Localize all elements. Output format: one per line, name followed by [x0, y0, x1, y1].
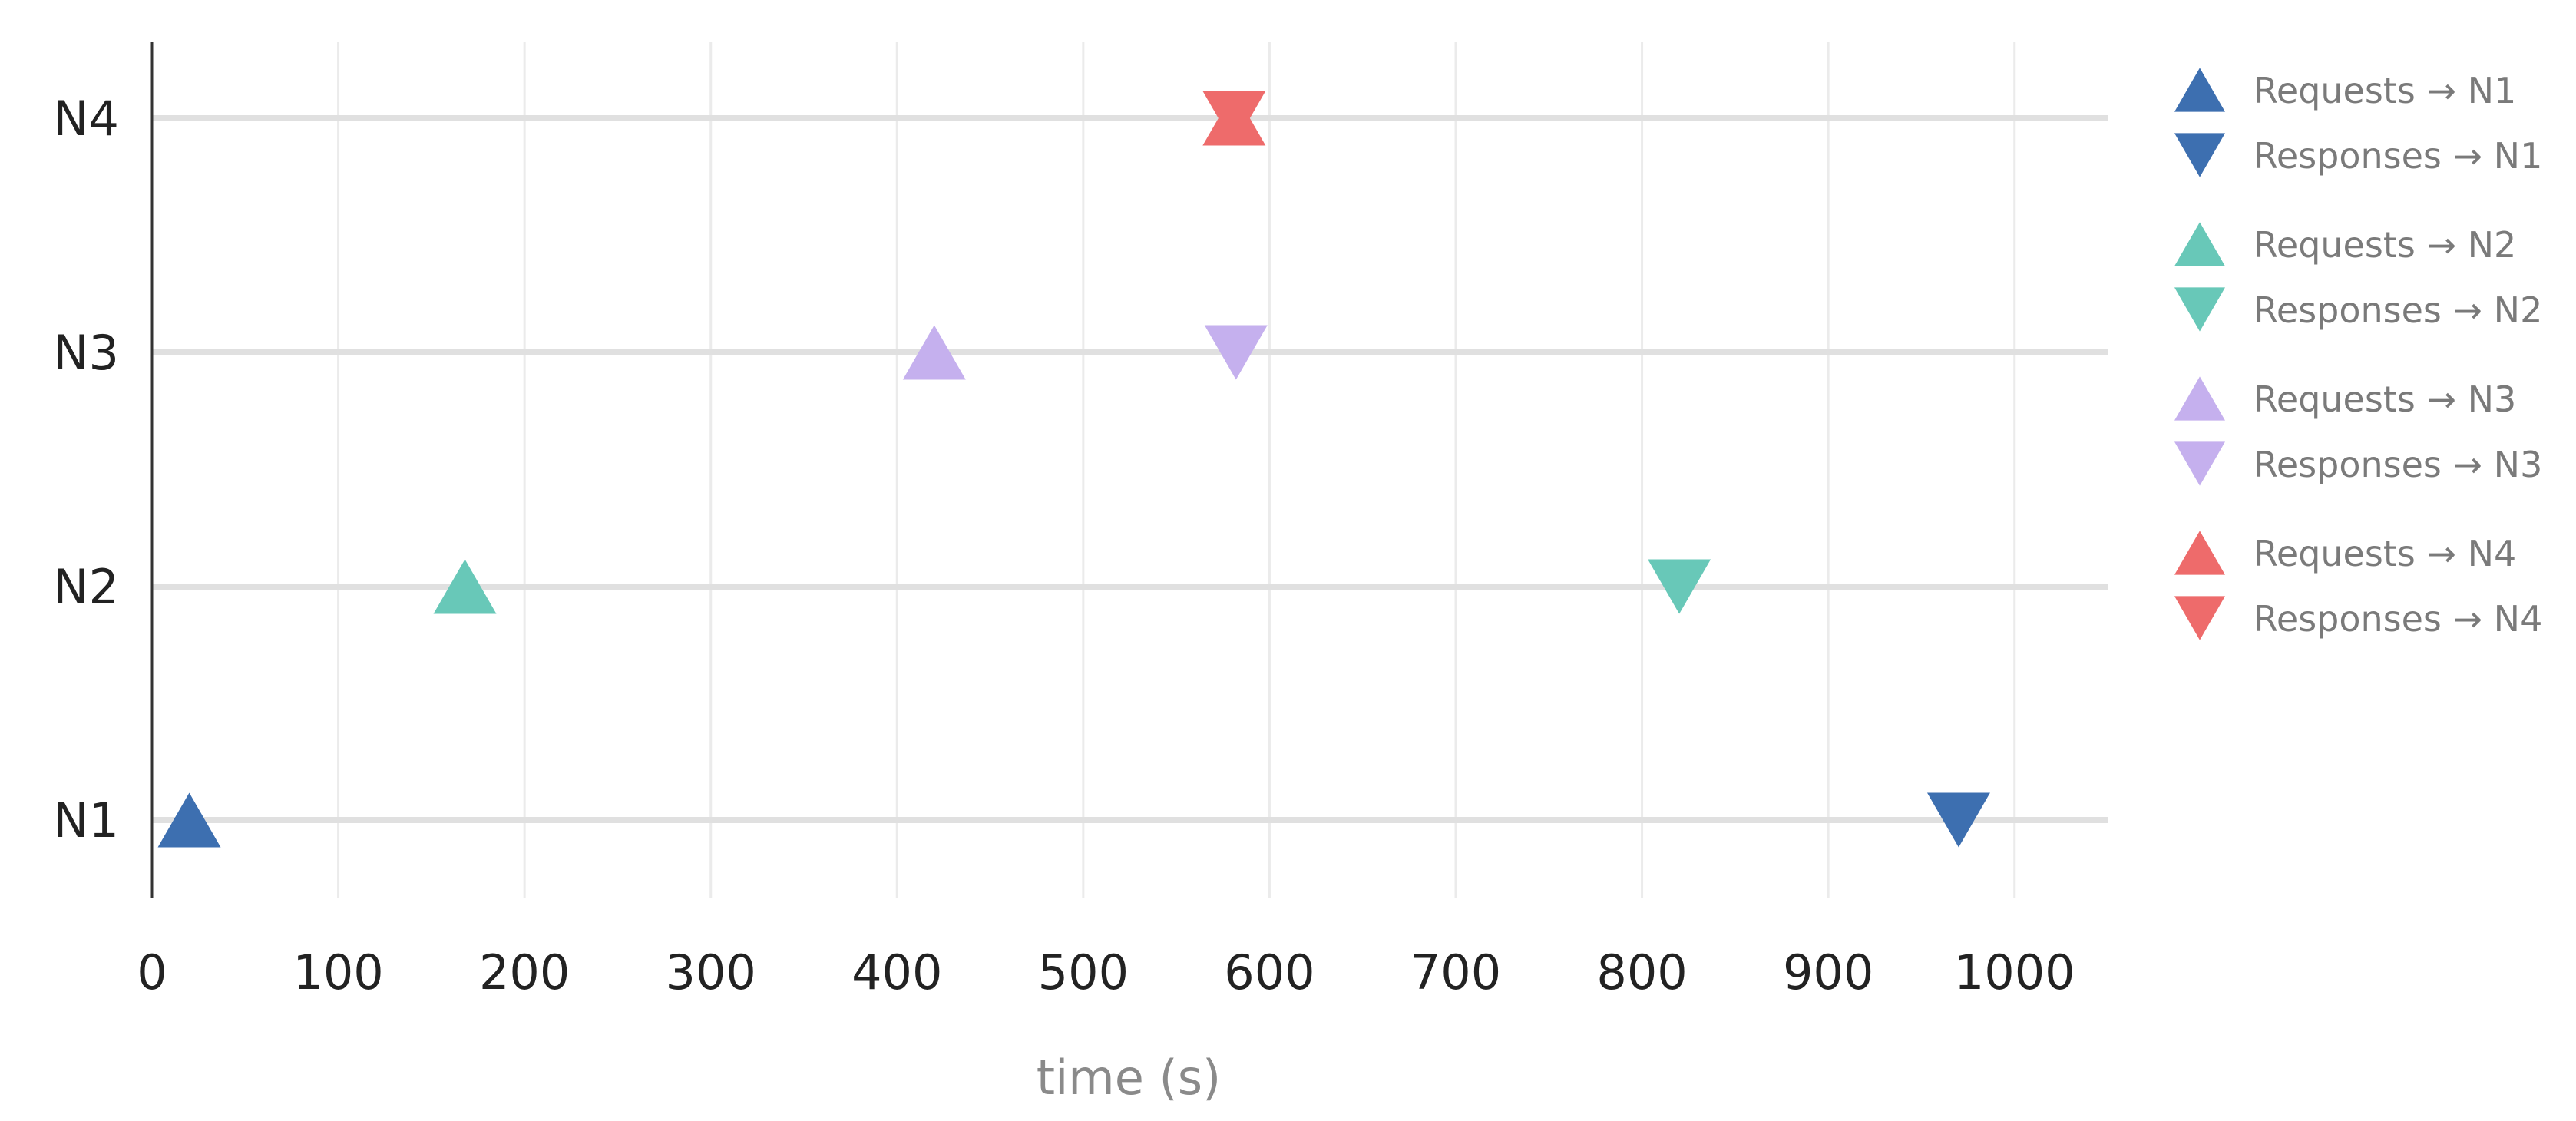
legend-label: Requests → N3	[2254, 379, 2516, 420]
x-tick-label: 600	[1224, 944, 1314, 1000]
legend-label: Requests → N2	[2254, 224, 2516, 266]
legend-item: Requests → N4	[2174, 531, 2516, 575]
legend-item: Responses → N3	[2174, 441, 2542, 486]
y-tick-label: N3	[53, 325, 119, 381]
y-tick-label: N2	[53, 559, 119, 615]
data-markers	[157, 91, 1990, 848]
request-marker-n3	[902, 325, 966, 380]
legend-item: Responses → N2	[2174, 287, 2542, 332]
x-tick-label: 400	[852, 944, 942, 1000]
response-marker-n4	[1202, 91, 1266, 146]
legend-item: Responses → N1	[2174, 133, 2542, 177]
response-marker-n3	[1204, 325, 1268, 380]
legend-item: Requests → N3	[2174, 376, 2516, 421]
response-marker-n2	[1648, 559, 1711, 614]
legend-item: Requests → N2	[2174, 222, 2516, 266]
y-tick-label: N4	[53, 91, 119, 147]
x-tick-label: 800	[1596, 944, 1687, 1000]
x-tick-label: 500	[1038, 944, 1129, 1000]
legend-swatch-triangle-up-icon	[2174, 376, 2225, 421]
y-tick-label: N1	[53, 792, 119, 848]
legend: Requests → N1 Responses → N1 Requests → N2…	[2174, 68, 2542, 640]
request-marker-n2	[433, 559, 497, 614]
y-tick-labels: N1 N2 N3 N4	[53, 91, 119, 848]
x-tick-label: 200	[479, 944, 570, 1000]
legend-swatch-triangle-down-icon	[2174, 596, 2225, 640]
horizontal-gridlines	[152, 115, 2108, 823]
legend-label: Requests → N4	[2254, 533, 2516, 574]
legend-swatch-triangle-down-icon	[2174, 287, 2225, 332]
legend-item: Responses → N4	[2174, 596, 2542, 640]
legend-label: Responses → N2	[2254, 289, 2542, 331]
legend-label: Responses → N4	[2254, 598, 2542, 640]
response-marker-n1	[1926, 792, 1990, 848]
x-axis-title: time (s)	[1037, 1050, 1221, 1106]
x-tick-label: 300	[666, 944, 756, 1000]
legend-swatch-triangle-down-icon	[2174, 441, 2225, 486]
legend-swatch-triangle-down-icon	[2174, 133, 2225, 177]
x-tick-label: 900	[1783, 944, 1873, 1000]
legend-swatch-triangle-up-icon	[2174, 68, 2225, 112]
vertical-gridlines	[337, 42, 2016, 898]
legend-label: Requests → N1	[2254, 70, 2516, 111]
legend-item: Requests → N1	[2174, 68, 2516, 112]
request-marker-n1	[157, 792, 221, 848]
x-tick-label: 1000	[1954, 944, 2075, 1000]
x-tick-labels: 0 100 200 300 400 500 600 700 800 900 1000	[137, 944, 2075, 1000]
legend-label: Responses → N3	[2254, 444, 2542, 485]
x-tick-label: 100	[293, 944, 383, 1000]
legend-label: Responses → N1	[2254, 135, 2542, 177]
x-tick-label: 0	[137, 944, 167, 1000]
x-tick-label: 700	[1410, 944, 1501, 1000]
legend-swatch-triangle-up-icon	[2174, 531, 2225, 575]
legend-swatch-triangle-up-icon	[2174, 222, 2225, 266]
